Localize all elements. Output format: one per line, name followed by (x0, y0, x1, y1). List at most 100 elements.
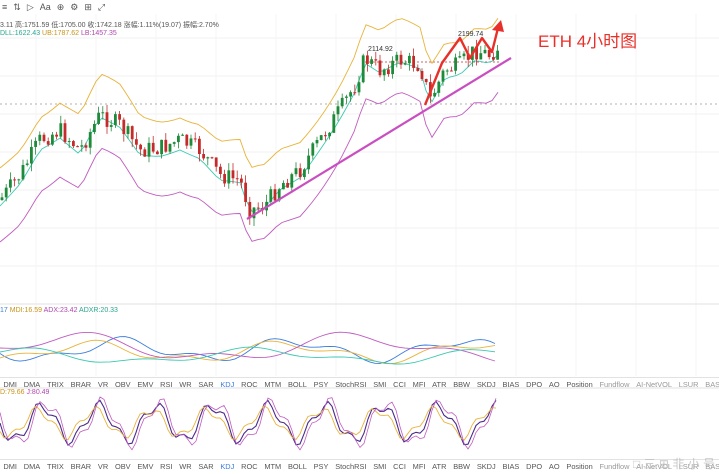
indicator-tab-roc[interactable]: ROC (241, 379, 258, 389)
candle-body (479, 53, 483, 60)
indicator-tab-dmi[interactable]: DMI (3, 379, 17, 389)
indicator-tab-basis[interactable]: BASIS (705, 379, 719, 389)
indicator-tab-stochrsi[interactable]: StochRSI (335, 379, 367, 389)
indicator-tab-lsur[interactable]: LSUR (678, 379, 699, 389)
indicator-tab-bbw[interactable]: BBW (453, 379, 471, 389)
indicator-tab-mfi[interactable]: MFI (412, 461, 426, 471)
indicator-tab-obv[interactable]: OBV (114, 379, 131, 389)
toolbar-button-7[interactable]: ⤢ (97, 1, 106, 12)
toolbar-button-6[interactable]: ⊞ (84, 1, 92, 12)
indicator-tab-emv[interactable]: EMV (137, 379, 154, 389)
toolbar-button-5[interactable]: ⚙ (70, 1, 79, 12)
boll-lower-band (0, 92, 499, 243)
kdj-legend: D:79.66 J:80.49 (0, 389, 49, 396)
candle-body (160, 139, 163, 155)
indicator-tab-psy[interactable]: PSY (313, 461, 329, 471)
candle-body (395, 54, 399, 61)
kdj-indicator-pane (0, 396, 497, 451)
candle-body (80, 145, 84, 147)
indicator-tab-wr[interactable]: WR (179, 461, 192, 471)
indicator-tab-kdj[interactable]: KDJ (220, 461, 235, 471)
candle-body (181, 134, 184, 136)
candle-body (353, 92, 357, 94)
indicator-tab-rsi[interactable]: RSI (160, 461, 173, 471)
indicator-tab-dpo[interactable]: DPO (526, 461, 543, 471)
candle-body (206, 157, 210, 159)
indicator-tab-basis[interactable]: BASIS (705, 461, 719, 471)
indicator-tab-bias[interactable]: BIAS (502, 461, 520, 471)
candle-body (21, 164, 25, 180)
indicator-tab-vr[interactable]: VR (97, 379, 109, 389)
indicator-tab-fundflow[interactable]: Fundflow (599, 461, 630, 471)
indicator-tab-atr[interactable]: ATR (432, 379, 447, 389)
indicator-tab-bbw[interactable]: BBW (453, 461, 471, 471)
indicator-tab-trix[interactable]: TRIX (46, 461, 64, 471)
indicator-tab-sar[interactable]: SAR (198, 379, 214, 389)
indicator-tab-stochrsi[interactable]: StochRSI (335, 461, 367, 471)
indicator-tab-emv[interactable]: EMV (137, 461, 154, 471)
candle-body (227, 170, 231, 184)
indicator-tab-skdj[interactable]: SKDJ (476, 461, 496, 471)
candle-body (349, 92, 352, 97)
candle-body (51, 134, 54, 145)
candle-body (290, 174, 294, 188)
indicator-tab-ai-netvol[interactable]: AI-NetVOL (636, 461, 672, 471)
candle-body (122, 119, 126, 135)
indicator-tab-vr[interactable]: VR (97, 461, 109, 471)
indicator-tab-fundflow[interactable]: Fundflow (599, 379, 630, 389)
candle-body (483, 49, 487, 54)
indicator-tab-roc[interactable]: ROC (241, 461, 258, 471)
indicator-tab-brar[interactable]: BRAR (70, 461, 92, 471)
indicator-tab-psy[interactable]: PSY (313, 379, 329, 389)
indicator-tab-rsi[interactable]: RSI (160, 379, 173, 389)
toolbar-button-4[interactable]: ⊕ (56, 1, 65, 12)
indicator-tab-mtm[interactable]: MTM (264, 379, 282, 389)
indicator-tab-skdj[interactable]: SKDJ (476, 379, 496, 389)
candle-body (219, 166, 222, 175)
toolbar-button-0[interactable]: ≡ (2, 2, 8, 12)
candle-body (147, 142, 151, 157)
indicator-tab-smi[interactable]: SMI (373, 461, 387, 471)
indicator-tab-atr[interactable]: ATR (432, 461, 447, 471)
candle-body (382, 69, 386, 76)
indicator-tab-boll[interactable]: BOLL (287, 379, 307, 389)
toolbar-button-3[interactable]: Aa (39, 2, 51, 12)
dmi-indicator-pane (0, 331, 496, 365)
indicator-tab-mtm[interactable]: MTM (264, 461, 282, 471)
indicator-tab-ao[interactable]: AO (548, 379, 560, 389)
indicator-tab-obv[interactable]: OBV (114, 461, 131, 471)
indicator-tab-boll[interactable]: BOLL (287, 461, 307, 471)
candle-body (412, 55, 415, 68)
candle-body (168, 143, 172, 152)
indicator-tab-dpo[interactable]: DPO (526, 379, 543, 389)
indicator-tab-kdj[interactable]: KDJ (220, 379, 235, 389)
indicator-tab-brar[interactable]: BRAR (70, 379, 92, 389)
candle-body (340, 97, 344, 107)
candle-body (294, 168, 298, 175)
dmi-adxr-value: ADXR:20.33 (79, 307, 118, 314)
toolbar-button-2[interactable]: ▷ (26, 1, 34, 12)
indicator-tab-cci[interactable]: CCI (393, 379, 406, 389)
indicator-tab-cci[interactable]: CCI (393, 461, 406, 471)
indicator-tab-dma[interactable]: DMA (23, 461, 41, 471)
indicator-tab-mfi[interactable]: MFI (412, 379, 426, 389)
candle-body (445, 70, 449, 72)
candle-body (496, 50, 499, 60)
indicator-tab-ai-netvol[interactable]: AI-NetVOL (636, 379, 672, 389)
indicator-tab-dma[interactable]: DMA (23, 379, 41, 389)
indicator-tab-ao[interactable]: AO (548, 461, 560, 471)
indicator-tab-wr[interactable]: WR (179, 379, 192, 389)
indicator-tab-bias[interactable]: BIAS (502, 379, 520, 389)
candle-body (46, 141, 50, 145)
toolbar-button-1[interactable]: ⇅ (13, 1, 21, 12)
indicator-tab-position[interactable]: Position (566, 461, 593, 471)
indicator-tab-dmi[interactable]: DMI (3, 461, 17, 471)
indicator-tab-position[interactable]: Position (566, 379, 593, 389)
candle-body (345, 96, 348, 98)
candle-body (248, 201, 252, 219)
indicator-tab-smi[interactable]: SMI (373, 379, 387, 389)
indicator-tab-trix[interactable]: TRIX (46, 379, 64, 389)
indicator-tab-lsur[interactable]: LSUR (678, 461, 699, 471)
indicator-tab-sar[interactable]: SAR (198, 461, 214, 471)
